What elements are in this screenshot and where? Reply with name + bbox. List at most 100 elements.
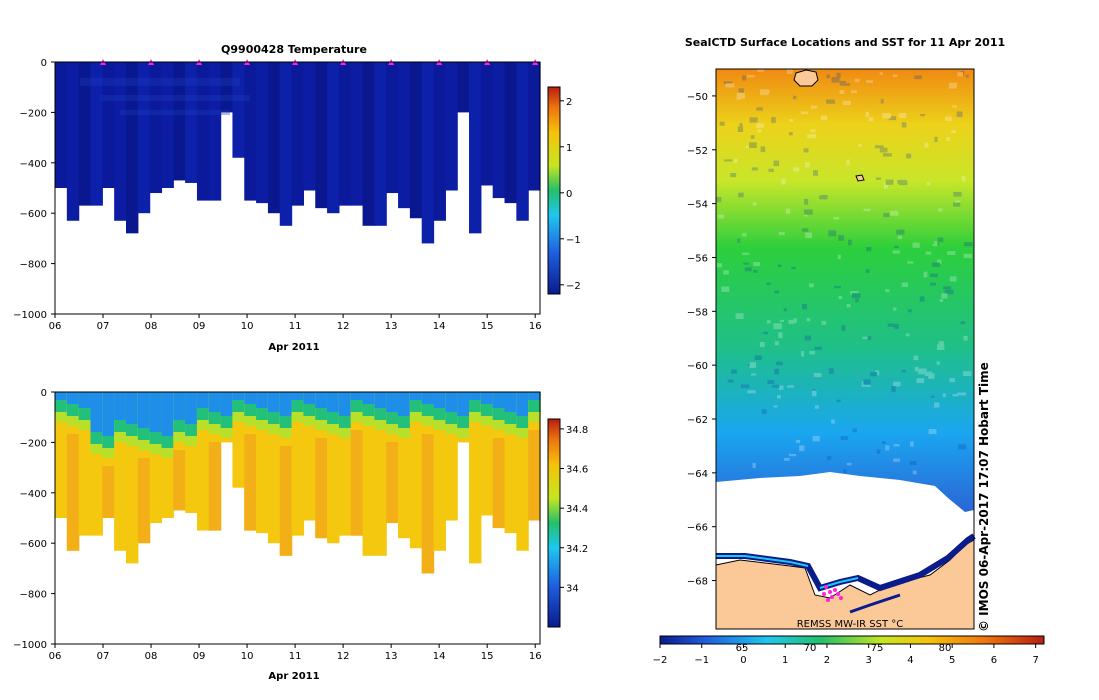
- temperature-profile-column: [492, 62, 506, 199]
- x-tick-label: 11: [289, 321, 302, 332]
- temperature-profile-column: [433, 62, 446, 221]
- x-tick-label: 14: [433, 651, 446, 662]
- y-tick-label: −1000: [13, 640, 47, 651]
- sst-colorbar-tick-label: 6: [991, 655, 997, 666]
- temperature-profile-column: [315, 62, 328, 209]
- temperature-profile-column: [220, 62, 234, 113]
- latitude-tick-label: −64: [687, 469, 708, 480]
- temperature-profile-column: [196, 62, 210, 201]
- salinity-panel: 0 −200 −400 −600 −800 −1000 06 07 08 09 10 11 12 13 1…: [13, 388, 588, 682]
- temperature-profile-column: [102, 62, 115, 188]
- salinity-profile-column: [350, 392, 364, 536]
- salinity-profile-column: [315, 392, 328, 539]
- salinity-profile-column: [445, 392, 458, 521]
- imos-watermark: © IMOS 06-Apr-2017 17:07 Hobart Time: [977, 362, 991, 632]
- temperature-profile-column: [161, 62, 174, 188]
- sst-colorbar-tick-label: 2: [824, 655, 830, 666]
- x-tick-label: 15: [481, 321, 494, 332]
- seal-location-marker: [836, 592, 840, 596]
- salinity-profile-column: [516, 392, 529, 551]
- salinity-profile-column: [291, 392, 305, 536]
- colorbar-tick-label: 34: [566, 583, 579, 594]
- colorbar-tick-label: 0: [566, 189, 572, 200]
- salinity-profile-column: [267, 392, 281, 544]
- x-tick-label: 06: [49, 651, 62, 662]
- colorbar-tick-label: 34.6: [566, 465, 588, 476]
- sst-map-panel: SealCTD Surface Locations and SST for 11…: [653, 36, 1045, 666]
- latitude-tick-label: −68: [687, 577, 708, 588]
- temperature-profile-column: [90, 62, 103, 206]
- salinity-profile-column: [161, 392, 174, 518]
- longitude-tick-label: 65: [736, 643, 749, 654]
- seal-location-marker: [826, 598, 830, 602]
- temperature-profile-column: [279, 62, 293, 226]
- salinity-profile-column: [185, 392, 198, 513]
- y-tick-label: 0: [41, 58, 47, 69]
- colorbar-tick-label: 34.8: [566, 425, 588, 436]
- sst-colorbar-tick-label: 1: [782, 655, 788, 666]
- sst-colorbar-tick-label: −1: [694, 655, 709, 666]
- seal-location-marker: [822, 592, 826, 596]
- salinity-xlabel: Apr 2011: [268, 671, 319, 682]
- temperature-profile-column: [386, 62, 399, 194]
- x-tick-label: 09: [193, 651, 206, 662]
- salinity-profile-column: [244, 392, 257, 531]
- x-tick-label: 13: [385, 651, 398, 662]
- temperature-profile-column: [504, 62, 517, 204]
- latitude-tick-label: −60: [687, 361, 708, 372]
- temperature-colorbar: [547, 86, 561, 295]
- latitude-tick-label: −50: [687, 92, 708, 103]
- colorbar-tick-label: 1: [566, 143, 572, 154]
- sst-map-title: SealCTD Surface Locations and SST for 11…: [685, 36, 1005, 49]
- salinity-profile-column: [256, 392, 269, 534]
- salinity-profile-column: [398, 392, 411, 539]
- salinity-profile-column: [362, 392, 375, 556]
- salinity-profile-column: [149, 392, 163, 524]
- temperature-profile-column: [528, 62, 541, 191]
- salinity-profile-column: [102, 392, 115, 518]
- y-tick-label: 0: [41, 388, 47, 399]
- temperature-profile-column: [55, 62, 68, 188]
- salinity-profile-column: [421, 392, 435, 574]
- temperature-profile-column: [232, 62, 245, 158]
- x-tick-label: 16: [529, 321, 542, 332]
- salinity-profile-column: [114, 392, 127, 551]
- seal-location-marker: [828, 590, 832, 594]
- temperature-profile-column: [362, 62, 375, 226]
- salinity-profile-column: [137, 392, 151, 544]
- temperature-profile-column: [66, 62, 80, 221]
- salinity-profile-column: [78, 392, 92, 536]
- sst-colorbar-label: REMSS MW-IR SST °C: [797, 619, 904, 630]
- colorbar-tick-label: 34.2: [566, 544, 588, 555]
- y-tick-label: −200: [20, 438, 47, 449]
- temperature-profile-column: [137, 62, 151, 214]
- salinity-colorbar: [547, 418, 561, 628]
- temperature-profile-column: [78, 62, 92, 206]
- colorbar-tick-label: −2: [566, 281, 581, 292]
- salinity-profile-column: [90, 392, 103, 536]
- island-kerguelen: [793, 69, 819, 87]
- colorbar-tick-label: 34.4: [566, 504, 588, 515]
- salinity-profile-column: [338, 392, 352, 536]
- temperature-profile-column: [469, 62, 482, 234]
- y-tick-label: −600: [20, 209, 47, 220]
- temperature-profile-column: [409, 62, 423, 219]
- salinity-profile-column: [279, 392, 293, 556]
- colorbar-tick-label: 2: [566, 97, 572, 108]
- sst-colorbar-tick-label: 0: [740, 655, 746, 666]
- salinity-profile-column: [327, 392, 340, 544]
- salinity-profile-column: [409, 392, 423, 549]
- sst-colorbar-tick-label: 7: [1032, 655, 1038, 666]
- y-tick-label: −800: [20, 590, 47, 601]
- seal-location-marker: [833, 588, 837, 592]
- salinity-profile-column: [504, 392, 517, 534]
- salinity-profile-column: [433, 392, 446, 551]
- temperature-profile-column: [398, 62, 411, 209]
- latitude-tick-label: −54: [687, 200, 708, 211]
- temperature-xlabel: Apr 2011: [268, 342, 319, 353]
- y-tick-label: −1000: [13, 310, 47, 321]
- x-tick-label: 16: [529, 651, 542, 662]
- salinity-profile-column: [528, 392, 541, 521]
- x-tick-label: 15: [481, 651, 494, 662]
